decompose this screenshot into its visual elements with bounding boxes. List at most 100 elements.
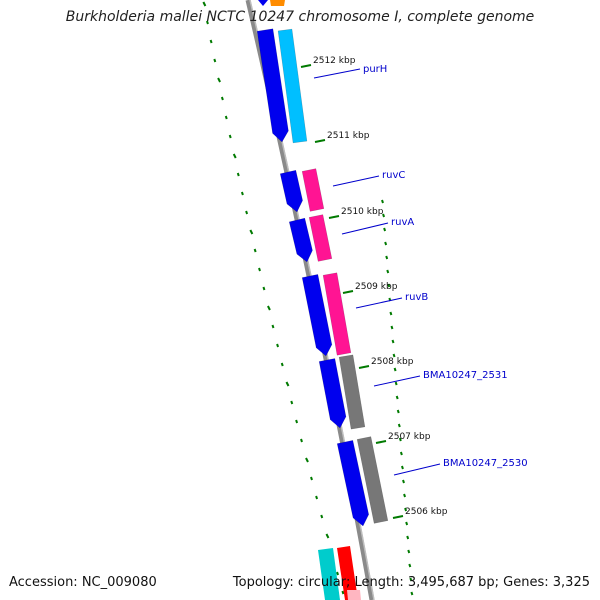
tick-mark	[290, 400, 294, 405]
tick-mark	[383, 227, 387, 232]
gene-ruvB-pink[interactable]	[322, 272, 352, 356]
top-feature-blue-tip	[258, 0, 268, 6]
gene-label-group: purH ruvC ruvA ruvB BMA10247_2531 BMA10247_25…	[313, 64, 528, 476]
tick-mark	[394, 381, 398, 386]
tick-mark	[410, 591, 414, 596]
kbp-label: 2506 kbp	[405, 507, 448, 517]
kbp-tick	[342, 290, 354, 294]
gene-ruvA-blue[interactable]	[288, 217, 313, 263]
tick-mark	[395, 395, 399, 400]
tick-mark	[236, 172, 240, 177]
tick-mark	[405, 521, 409, 526]
kbp-label: 2511 kbp	[327, 131, 370, 141]
gene-purH-blue[interactable]	[256, 28, 289, 143]
gene-label-ruvC[interactable]: ruvC	[382, 170, 405, 181]
tick-mark	[389, 311, 393, 316]
tick-mark	[325, 533, 330, 539]
tick-mark	[336, 571, 339, 576]
tick-mark	[249, 229, 254, 235]
gene-label-leader	[313, 68, 361, 79]
tick-mark	[397, 423, 401, 428]
tick-mark	[381, 199, 384, 204]
tick-mark	[402, 479, 405, 484]
gene-label-leader	[341, 222, 389, 235]
gene-BMA10247_2531-blue[interactable]	[318, 358, 347, 429]
tick-mark	[396, 409, 400, 414]
kbp-label: 2509 kbp	[355, 282, 398, 292]
tick-mark	[310, 476, 313, 481]
tick-mark	[258, 267, 261, 272]
gene-ruvC-blue[interactable]	[279, 169, 303, 213]
tick-mark	[382, 213, 385, 218]
tick-mark	[386, 269, 390, 274]
tick-mark	[220, 96, 224, 101]
tick-mark	[384, 241, 388, 246]
tick-mark	[320, 514, 324, 519]
gene-ruvA-pink[interactable]	[308, 214, 333, 262]
tick-mark	[228, 134, 232, 139]
bottom-feature-cyan[interactable]	[318, 548, 340, 600]
gene-label-BMA10247_2531[interactable]: BMA10247_2531	[423, 370, 508, 381]
kbp-tick	[300, 64, 312, 68]
tick-mark	[285, 381, 290, 387]
top-feature-orange	[270, 0, 285, 6]
tick-mark	[262, 286, 266, 291]
tick-mark	[202, 1, 207, 7]
tick-mark	[271, 324, 275, 329]
tick-mark	[407, 549, 411, 554]
tick-mark	[401, 465, 404, 470]
gene-label-purH[interactable]: purH	[363, 64, 387, 75]
kbp-label: 2510 kbp	[341, 207, 384, 217]
gene-ruvC-pink[interactable]	[301, 168, 325, 212]
tick-mark	[206, 20, 209, 25]
tick-mark	[267, 305, 271, 311]
genome-stats-label: Topology: circular; Length: 3,495,687 bp…	[232, 575, 590, 590]
tick-mark	[315, 495, 319, 500]
tick-mark	[224, 115, 228, 120]
tick-mark	[408, 563, 412, 568]
tick-mark	[404, 507, 408, 512]
kbp-tick	[314, 139, 326, 143]
kbp-tick	[328, 215, 340, 219]
accession-label: Accession: NC_009080	[9, 575, 157, 590]
kbp-label: 2507 kbp	[388, 432, 431, 442]
tick-mark	[391, 339, 395, 344]
gene-purH-lightblue[interactable]	[277, 28, 308, 144]
tick-mark	[385, 255, 389, 260]
tick-mark	[245, 210, 249, 215]
tick-mark	[393, 367, 397, 372]
kbp-label: 2512 kbp	[313, 56, 356, 66]
gene-label-leader	[373, 375, 421, 387]
tick-mark	[217, 77, 221, 83]
kbp-tick	[392, 515, 404, 519]
gene-BMA10247_2531-gray[interactable]	[338, 354, 366, 430]
kbp-tick	[375, 440, 387, 444]
gene-ruvB-blue[interactable]	[301, 274, 333, 357]
kbp-label: 2508 kbp	[371, 357, 414, 367]
gene-label-leader	[332, 175, 380, 187]
gene-label-ruvB[interactable]: ruvB	[405, 292, 428, 303]
tick-mark	[387, 283, 391, 288]
bottom-feature-red[interactable]	[337, 546, 358, 600]
gene-label-leader	[355, 297, 403, 309]
outer-tick-arc-left	[202, 1, 345, 595]
tick-mark	[280, 362, 284, 367]
tick-mark	[213, 58, 217, 63]
gene-label-leader	[393, 463, 441, 476]
tick-mark	[398, 437, 402, 442]
tick-mark	[409, 577, 413, 582]
gene-features	[256, 28, 389, 527]
outer-tick-arc-right	[381, 199, 414, 596]
gene-BMA10247_2530-gray[interactable]	[356, 436, 389, 524]
tick-mark	[390, 325, 394, 330]
gene-label-BMA10247_2530[interactable]: BMA10247_2530	[443, 458, 528, 469]
gene-label-ruvA[interactable]: ruvA	[391, 217, 414, 228]
tick-mark	[300, 438, 303, 443]
tick-mark	[341, 590, 345, 595]
tick-mark	[276, 343, 280, 348]
kbp-tick	[358, 365, 370, 369]
tick-mark	[240, 191, 244, 196]
tick-mark	[399, 451, 403, 456]
gene-BMA10247_2530-blue[interactable]	[336, 440, 369, 527]
